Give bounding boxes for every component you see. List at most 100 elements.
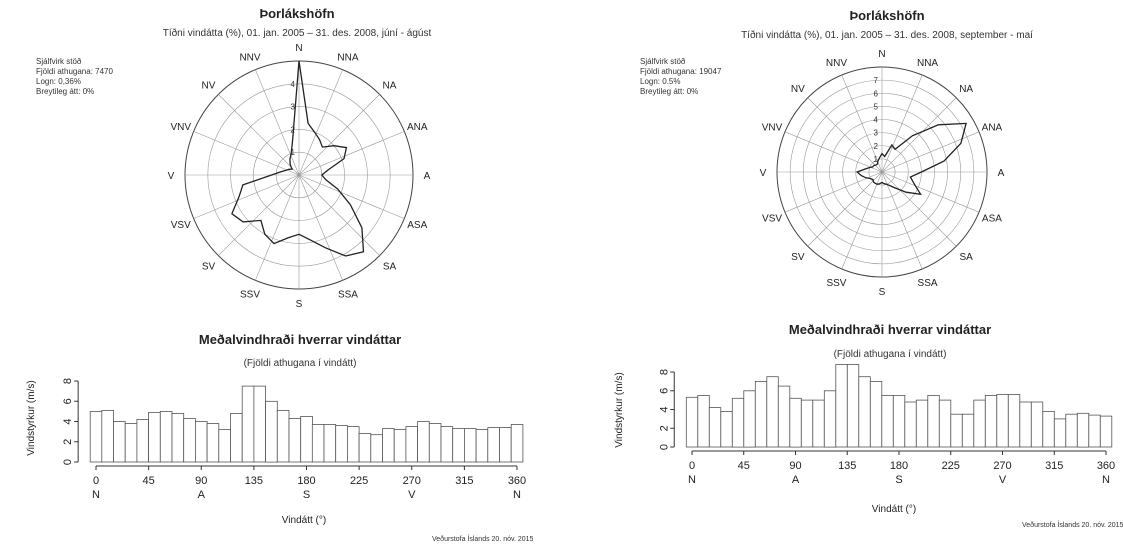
- rose-spoke: [298, 174, 405, 219]
- y-tick-label: 8: [658, 369, 670, 375]
- wind-speed-bar: [927, 394, 940, 448]
- wind-speed-bar: [720, 410, 733, 448]
- wind-speed-bar: [171, 412, 185, 463]
- rose-spoke: [881, 74, 923, 173]
- wind-speed-bar: [113, 421, 126, 463]
- rose-radial-tick: 3: [291, 103, 296, 112]
- wind-speed-bar: [973, 399, 986, 448]
- wind-speed-bar: [230, 412, 243, 463]
- y-tick-label: 2: [62, 439, 74, 445]
- rose-direction-label: A: [424, 171, 431, 182]
- wind-speed-bar: [194, 421, 208, 463]
- x-tick-label: 90: [195, 475, 207, 487]
- station-info: Logn: 0.5%: [640, 77, 680, 86]
- x-tick-label: 45: [738, 460, 750, 472]
- rose-direction-label: NA: [959, 84, 973, 95]
- rose-direction-label: SSV: [240, 289, 260, 300]
- y-tick-label: 4: [62, 418, 74, 424]
- wind-speed-bar: [685, 396, 699, 448]
- wind-speed-bar: [335, 425, 348, 463]
- wind-speed-bar: [276, 409, 290, 463]
- wind-speed-bar: [124, 423, 138, 463]
- y-tick-label: 0: [62, 459, 74, 465]
- rose-direction-label: VSV: [762, 214, 782, 225]
- x-direction-letter: N: [688, 474, 696, 486]
- wind-speed-bar: [1088, 414, 1101, 448]
- station-info: Breytileg átt: 0%: [36, 87, 94, 96]
- wind-speed-bar: [858, 376, 871, 448]
- rose-spoke: [193, 174, 300, 219]
- wind-speed-bar: [766, 376, 779, 448]
- rose-direction-label: SV: [202, 262, 216, 273]
- wind-speed-bar: [311, 424, 325, 463]
- x-direction-letter: S: [303, 489, 310, 501]
- rose-spoke: [193, 131, 300, 176]
- wind-speed-bar: [984, 394, 998, 448]
- credit-text: Veðurstofa Íslands 20. nóv. 2015: [432, 534, 534, 543]
- bar-chart-right: 0 2 4 6 8 0 45 90 135 180 225 270 315 360 N A S V N: [658, 364, 1115, 486]
- wind-rose-right: 1 2 3 4 5 6 7 N NNA NA ANA A ASA SA SSA S SSV SV VSV V VNV NV…: [760, 49, 1005, 298]
- x-direction-letter: N: [1102, 474, 1110, 486]
- wind-speed-bar: [1007, 394, 1021, 448]
- wind-speed-bar: [950, 413, 963, 448]
- y-tick-label: 8: [62, 378, 74, 384]
- x-direction-letter: V: [999, 474, 1007, 486]
- rose-direction-label: N: [295, 43, 302, 54]
- wind-speed-bar: [961, 413, 975, 448]
- wind-speed-bar: [346, 426, 360, 463]
- wind-speed-bar: [405, 426, 418, 463]
- wind-speed-bar: [800, 399, 814, 448]
- wind-speed-bar: [101, 409, 114, 463]
- bar-title: Meðalvindhraði hverrar vindáttar: [789, 322, 991, 337]
- wind-speed-bar: [743, 390, 756, 448]
- station-info: Breytileg átt: 0%: [640, 87, 698, 96]
- wind-speed-bar: [1053, 418, 1067, 448]
- rose-direction-label: NV: [791, 84, 805, 95]
- wind-speed-bar: [1030, 401, 1044, 448]
- wind-speed-bar: [789, 397, 802, 448]
- rose-spoke: [784, 171, 883, 213]
- rose-spoke: [841, 171, 883, 270]
- bar-subtitle: (Fjöldi athugana í vindátt): [834, 349, 947, 360]
- x-tick-label: 270: [993, 460, 1011, 472]
- x-tick-label: 135: [245, 475, 263, 487]
- rose-spoke: [255, 69, 300, 176]
- x-direction-letter: N: [513, 489, 521, 501]
- rose-direction-label: NNA: [337, 53, 358, 64]
- rose-direction-label: SSA: [918, 278, 938, 289]
- x-direction-letter: V: [408, 489, 416, 501]
- wind-speed-bar: [159, 410, 173, 463]
- bar-chart-left: 0 2 4 6 8 0 45 90 135 180 225 270 315 360 N A S V N: [62, 378, 526, 501]
- x-tick-label: 0: [93, 475, 99, 487]
- rose-direction-label: V: [760, 168, 767, 179]
- x-direction-letter: S: [895, 474, 902, 486]
- wind-speed-bar: [499, 427, 512, 463]
- bar-ylabel: Vindstyrkur (m/s): [614, 372, 625, 447]
- rose-direction-label: SA: [383, 262, 397, 273]
- rose-spoke: [298, 94, 380, 176]
- wind-speed-bar: [417, 421, 430, 463]
- wind-speed-bar: [253, 385, 266, 463]
- x-tick-label: 135: [838, 460, 856, 472]
- y-tick-label: 6: [658, 388, 670, 394]
- wind-speed-bar: [382, 428, 395, 463]
- x-direction-letter: A: [792, 474, 800, 486]
- y-tick-label: 4: [658, 406, 670, 412]
- rose-direction-label: S: [296, 299, 303, 310]
- rose-subtitle: Tíðni vindátta (%), 01. jan. 2005 – 31. …: [741, 29, 1033, 41]
- wind-speed-bar: [452, 428, 465, 463]
- x-tick-label: 0: [689, 460, 695, 472]
- wind-speed-bar: [1042, 410, 1055, 448]
- station-info: Sjálfvirk stöð: [36, 57, 82, 66]
- rose-radial-tick: 7: [874, 76, 879, 85]
- rose-direction-label: VNV: [762, 122, 783, 133]
- rose-spoke: [881, 171, 923, 270]
- rose-direction-label: NNA: [917, 58, 938, 69]
- rose-direction-label: ANA: [407, 122, 428, 133]
- bar-title: Meðalvindhraði hverrar vindáttar: [199, 332, 401, 347]
- rose-direction-label: ASA: [407, 220, 427, 231]
- wind-speed-bar: [697, 394, 710, 448]
- rose-spoke: [841, 74, 883, 173]
